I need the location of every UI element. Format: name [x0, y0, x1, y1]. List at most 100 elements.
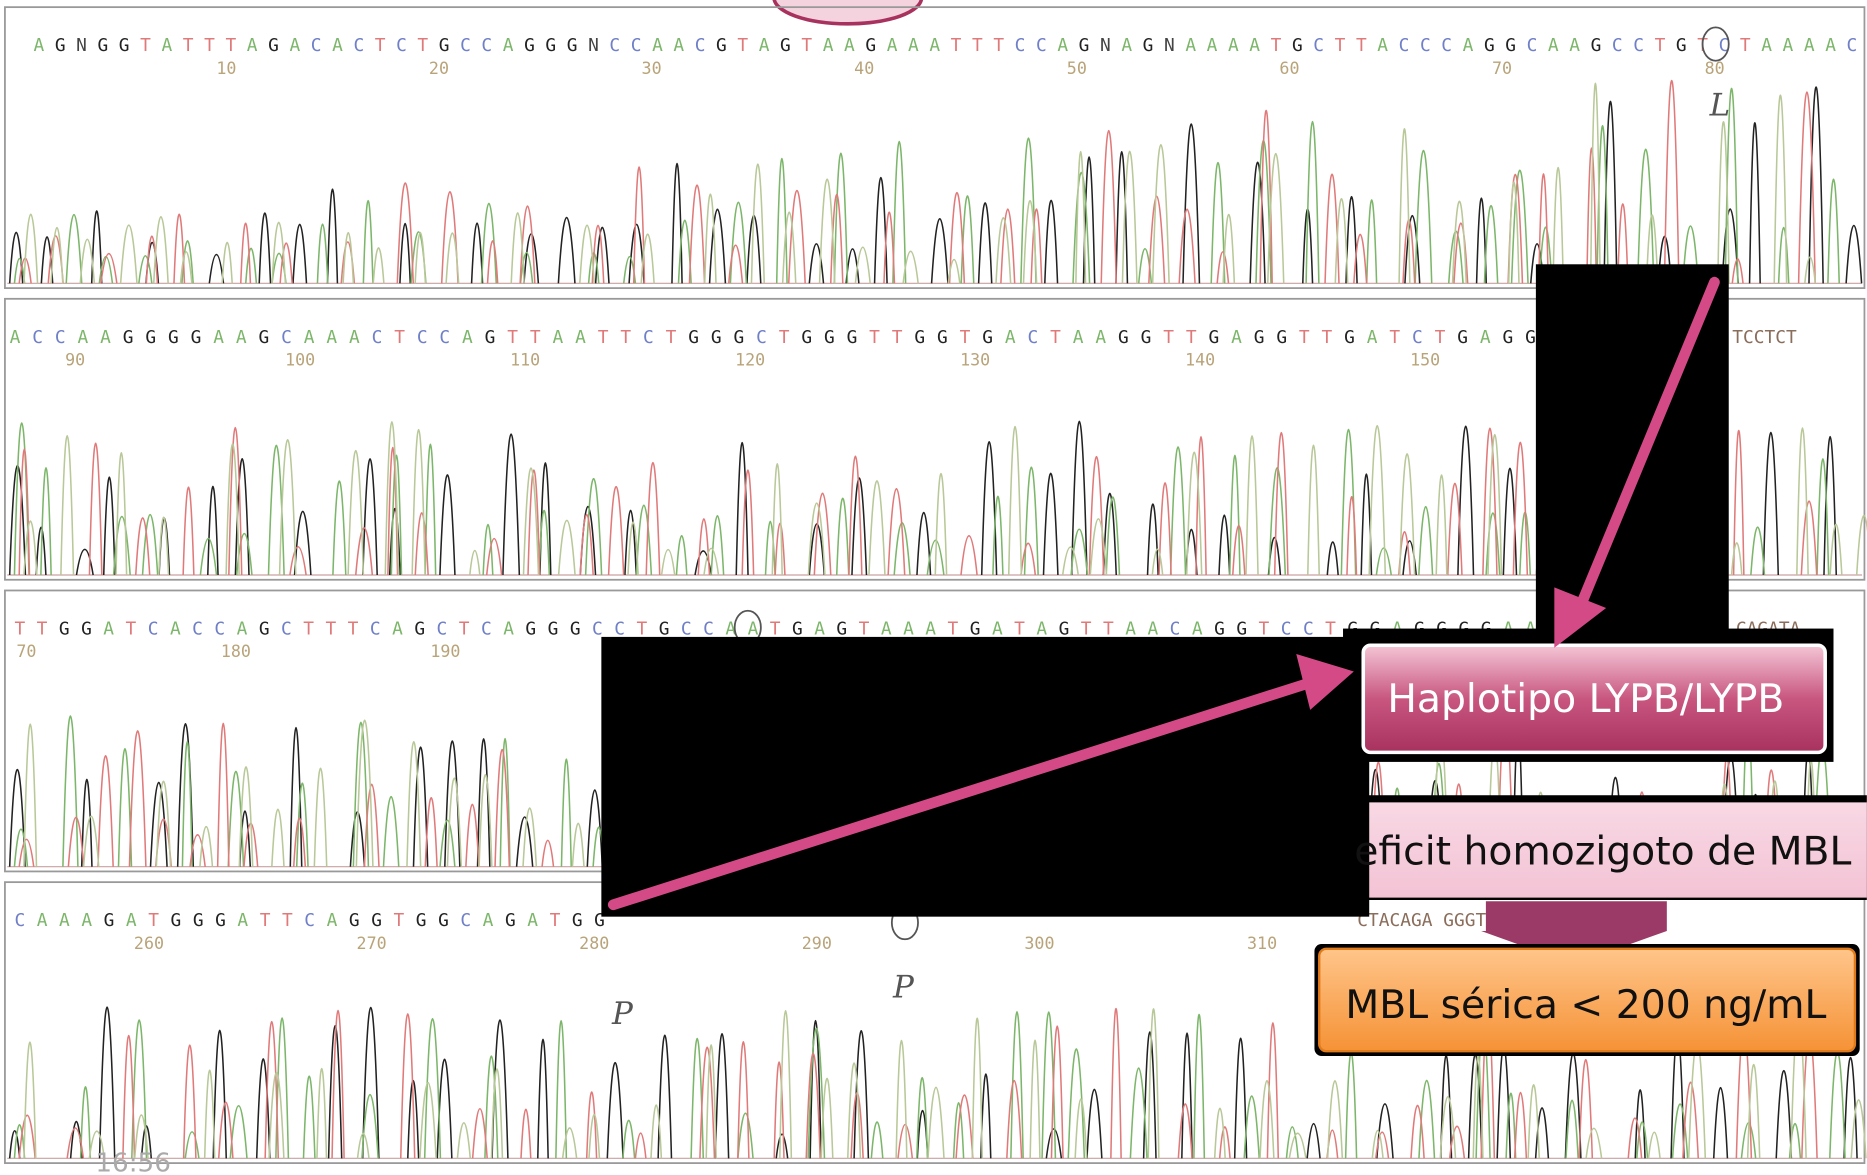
base: C	[304, 910, 315, 931]
base: A	[503, 35, 514, 56]
position-label: 90	[65, 350, 85, 369]
base: T	[1325, 619, 1336, 640]
base: A	[59, 910, 70, 931]
position-label: 70	[1492, 59, 1512, 78]
base: A	[126, 910, 137, 931]
base: T	[507, 327, 518, 348]
base: C	[1028, 327, 1039, 348]
sequence: AGNGGTATTTAGACACTCTGCCAGGGNCCAACGTAGTAAG…	[34, 35, 1858, 56]
position-label: 120	[735, 350, 765, 369]
base: T	[1740, 35, 1751, 56]
base: C	[281, 619, 292, 640]
base: T	[960, 327, 971, 348]
base: G	[659, 619, 670, 640]
base: G	[1214, 619, 1225, 640]
base: C	[1441, 35, 1452, 56]
base: A	[462, 327, 473, 348]
base: G	[711, 327, 722, 348]
base: G	[1484, 35, 1495, 56]
base: G	[1676, 35, 1687, 56]
position-label: 300	[1024, 934, 1054, 953]
position-label: 60	[1279, 59, 1299, 78]
base: G	[1118, 327, 1129, 348]
position-label: 180	[221, 642, 251, 661]
base: A	[814, 619, 825, 640]
base: A	[304, 327, 315, 348]
position-label: 100	[285, 350, 315, 369]
base: G	[1503, 327, 1514, 348]
base: T	[1435, 327, 1446, 348]
base: C	[281, 327, 292, 348]
base: T	[303, 619, 314, 640]
base: C	[192, 619, 203, 640]
base: A	[103, 619, 114, 640]
base: G	[1208, 327, 1219, 348]
base: T	[892, 327, 903, 348]
base: A	[81, 910, 92, 931]
base: G	[1292, 35, 1303, 56]
base: T	[636, 619, 647, 640]
base: C	[311, 35, 322, 56]
position-label: 310	[1247, 934, 1277, 953]
base: T	[1655, 35, 1666, 56]
base: T	[148, 910, 159, 931]
base: G	[733, 327, 744, 348]
base: A	[823, 35, 834, 56]
base: G	[982, 327, 993, 348]
base: T	[1335, 35, 1346, 56]
base: G	[847, 327, 858, 348]
base: A	[1185, 35, 1196, 56]
base: G	[688, 327, 699, 348]
base: C	[614, 619, 625, 640]
trace	[14, 88, 1839, 283]
position-label: 80	[1705, 59, 1725, 78]
trace	[19, 81, 1815, 284]
base: G	[414, 619, 425, 640]
base: C	[460, 35, 471, 56]
base: N	[588, 35, 599, 56]
base: A	[1367, 327, 1378, 348]
base: T	[260, 910, 271, 931]
base: A	[1095, 327, 1106, 348]
serum-label: MBL sérica < 200 ng/mL	[1345, 983, 1826, 1028]
base: G	[145, 327, 156, 348]
position-label: 10	[216, 59, 236, 78]
base: G	[1143, 35, 1154, 56]
base: A	[289, 35, 300, 56]
haplotype-label: Haplotipo LYPB/LYPB	[1387, 677, 1784, 722]
position-label: 70	[16, 642, 36, 661]
base: T	[598, 327, 609, 348]
position-label: 50	[1067, 59, 1087, 78]
base: G	[258, 327, 269, 348]
base: G	[545, 35, 556, 56]
base: T	[1186, 327, 1197, 348]
base: A	[903, 619, 914, 640]
base: C	[1036, 35, 1047, 56]
base: C	[55, 327, 66, 348]
base: T	[948, 619, 959, 640]
base: T	[183, 35, 194, 56]
base: A	[10, 327, 21, 348]
base: T	[1081, 619, 1092, 640]
base: T	[1299, 327, 1310, 348]
base: A	[1005, 327, 1016, 348]
base: C	[1399, 35, 1410, 56]
base: A	[37, 910, 48, 931]
base: A	[992, 619, 1003, 640]
base: T	[14, 619, 25, 640]
base: G	[438, 910, 449, 931]
base: A	[1783, 35, 1794, 56]
base: C	[756, 327, 767, 348]
base: C	[1313, 35, 1324, 56]
base: C	[592, 619, 603, 640]
base: A	[553, 327, 564, 348]
chromatogram-screenshot: AGNGGTATTTAGACACTCTGCCAGGGNCCAACGTAGTAAG…	[0, 0, 1867, 1175]
base: T	[225, 35, 236, 56]
base: C	[396, 35, 407, 56]
base: A	[1377, 35, 1388, 56]
base: A	[1825, 35, 1836, 56]
base: T	[859, 619, 870, 640]
base: A	[1480, 327, 1491, 348]
base: G	[123, 327, 134, 348]
